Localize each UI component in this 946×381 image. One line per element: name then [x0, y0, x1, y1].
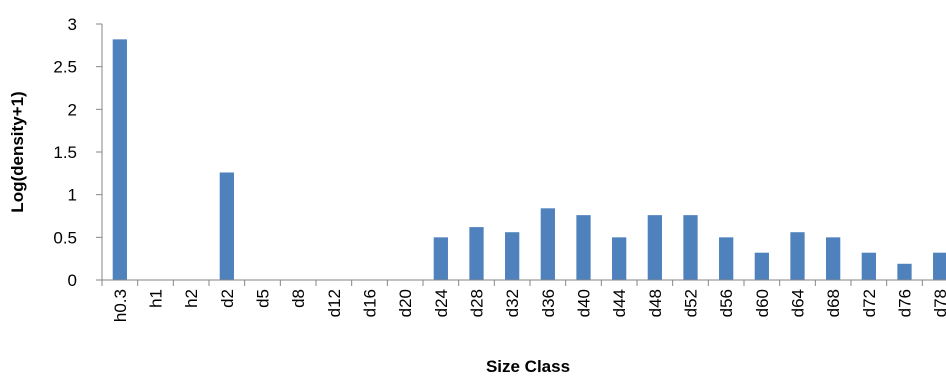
- x-tick-label: h1: [147, 289, 166, 308]
- bar-d28: [469, 227, 484, 280]
- bar-d24: [433, 237, 448, 280]
- x-axis-ticks: h0.3 h1 h2 d2 d5 d8 d12 d16 d20 d24 d28 d32 d36 d40 d4…: [101, 280, 946, 322]
- x-axis-title: Size Class: [486, 357, 570, 376]
- bar-d44: [612, 237, 627, 280]
- bar-d40: [576, 215, 591, 280]
- y-tick-label: 1: [68, 186, 77, 205]
- bar-d52: [683, 215, 698, 280]
- bar-d60: [754, 252, 769, 280]
- x-tick-label: d48: [646, 289, 665, 317]
- bars: [112, 39, 946, 280]
- x-tick-label: d60: [753, 289, 772, 317]
- x-tick-label: d2: [218, 289, 237, 308]
- x-tick-label: d32: [503, 289, 522, 317]
- y-tick-label: 1.5: [53, 143, 77, 162]
- x-tick-label: d72: [860, 289, 879, 317]
- x-tick-label: h0.3: [111, 289, 130, 322]
- x-tick-label: d52: [682, 289, 701, 317]
- y-tick-label: 2: [68, 100, 77, 119]
- x-tick-label: d12: [325, 289, 344, 317]
- x-tick-label: d28: [468, 289, 487, 317]
- bar-d64: [790, 232, 805, 280]
- x-tick-label: d44: [610, 289, 629, 317]
- x-tick-label: d78: [931, 289, 946, 317]
- x-tick-label: d20: [396, 289, 415, 317]
- y-tick-label: 0.5: [53, 228, 77, 247]
- x-tick-label: d16: [361, 289, 380, 317]
- x-tick-label: d76: [896, 289, 915, 317]
- x-tick-label: d40: [575, 289, 594, 317]
- y-tick-label: 0: [68, 271, 77, 290]
- x-tick-label: d5: [254, 289, 273, 308]
- bar-d36: [540, 208, 555, 280]
- y-tick-label: 2.5: [53, 58, 77, 77]
- x-tick-label: d64: [789, 289, 808, 317]
- x-tick-label: d36: [539, 289, 558, 317]
- x-tick-label: d8: [289, 289, 308, 308]
- x-tick-label: d56: [717, 289, 736, 317]
- y-axis-title: Log(density+1): [8, 91, 27, 212]
- y-tick-label: 3: [68, 15, 77, 34]
- x-tick-label: h2: [182, 289, 201, 308]
- bar-d56: [719, 237, 734, 280]
- bar-d76: [897, 263, 912, 280]
- x-tick-label: d68: [824, 289, 843, 317]
- bar-h0.3: [112, 39, 127, 280]
- bar-d78: [933, 252, 946, 280]
- x-tick-label: d24: [432, 289, 451, 317]
- bar-d2: [219, 172, 234, 280]
- bar-d68: [826, 237, 841, 280]
- y-axis-ticks: 0 0.5 1 1.5 2 2.5 3: [53, 15, 102, 290]
- bar-d72: [861, 252, 876, 280]
- bar-d48: [647, 215, 662, 280]
- bar-d32: [505, 232, 520, 280]
